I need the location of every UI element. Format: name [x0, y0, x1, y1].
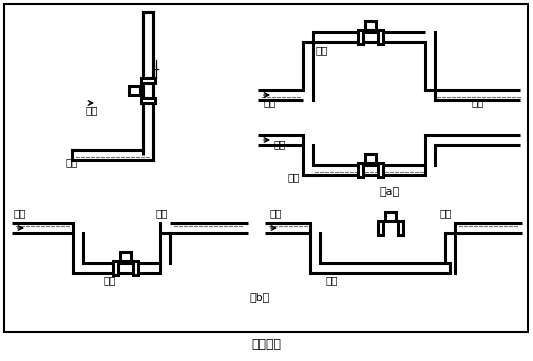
Bar	[365, 21, 376, 30]
Bar	[358, 163, 362, 177]
Text: 气泡: 气泡	[440, 208, 453, 218]
Bar	[133, 261, 138, 275]
Bar	[365, 154, 376, 163]
Bar	[141, 97, 155, 103]
Text: 图（四）: 图（四）	[251, 338, 281, 351]
Bar	[384, 212, 395, 221]
Text: 正确: 正确	[103, 275, 116, 285]
Bar	[377, 30, 383, 44]
Bar	[358, 30, 362, 44]
Text: 液体: 液体	[472, 97, 484, 107]
Text: 正确: 正确	[315, 45, 327, 55]
Text: 气泡: 气泡	[270, 208, 282, 218]
Text: 液体: 液体	[65, 157, 77, 167]
Text: 气泡: 气泡	[155, 208, 167, 218]
Bar	[129, 86, 140, 95]
Text: 液体: 液体	[288, 172, 301, 182]
Bar	[112, 261, 117, 275]
Text: 错误: 错误	[325, 275, 337, 285]
Bar	[398, 221, 402, 235]
Bar	[377, 163, 383, 177]
Bar	[141, 78, 155, 83]
Text: （b）: （b）	[250, 292, 270, 302]
Text: （a）: （a）	[380, 187, 400, 197]
Bar	[119, 252, 131, 261]
Text: 正确: 正确	[85, 105, 98, 115]
Text: 错误: 错误	[273, 139, 286, 149]
Bar	[377, 221, 383, 235]
Text: 气泡: 气泡	[14, 208, 27, 218]
Text: 液体: 液体	[263, 97, 276, 107]
